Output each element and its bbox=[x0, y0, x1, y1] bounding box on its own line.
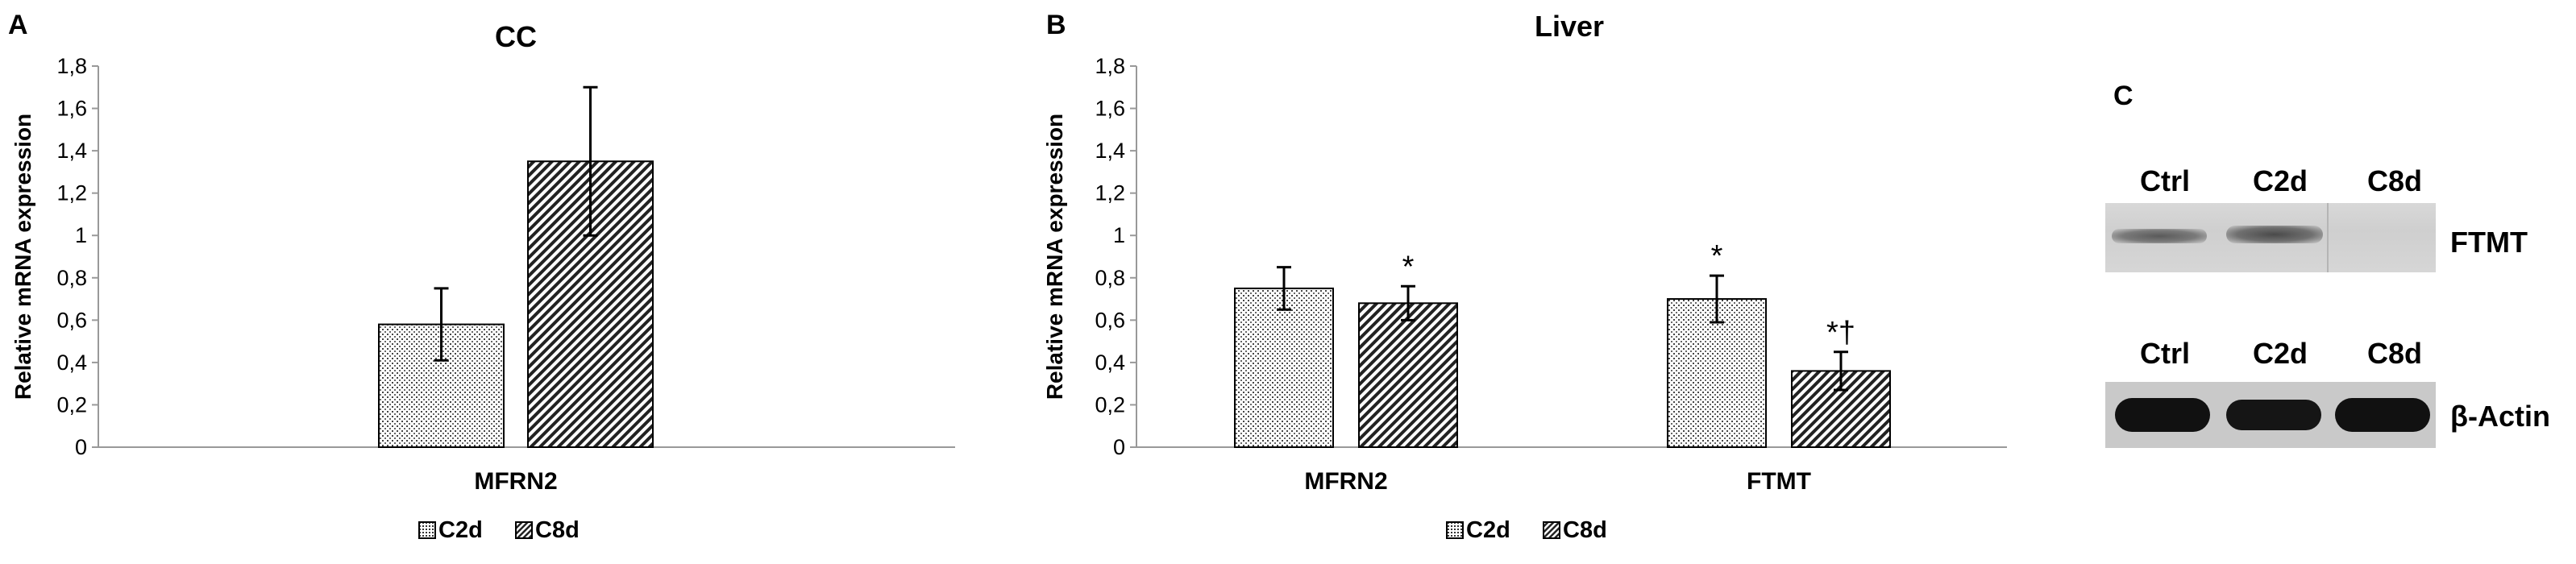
chart-title: Liver bbox=[1535, 10, 1604, 43]
actin-lane-c8d: C8d bbox=[2367, 337, 2423, 370]
y-tick-label: 1,6 bbox=[1095, 97, 1125, 121]
legend-swatch-c2d bbox=[418, 521, 436, 539]
significance-marker: *† bbox=[1826, 316, 1855, 350]
y-tick-label: 1,8 bbox=[56, 54, 87, 78]
y-tick-label: 1,4 bbox=[1095, 139, 1125, 163]
category-label: FTMT bbox=[1747, 468, 1811, 495]
y-tick-label: 1,2 bbox=[56, 181, 87, 205]
y-tick-label: 0,2 bbox=[1095, 392, 1125, 417]
legend-label-c8d: C8d bbox=[535, 517, 580, 543]
actin-lane-ctrl: Ctrl bbox=[2140, 337, 2190, 370]
y-tick-label: 0,8 bbox=[1095, 266, 1125, 290]
legend-label-c2d: C2d bbox=[438, 517, 483, 543]
y-axis-label: Relative mRNA expression bbox=[1042, 114, 1067, 400]
y-tick-label: 0,6 bbox=[56, 308, 87, 332]
y-tick-label: 0,2 bbox=[56, 392, 87, 417]
significance-marker: * bbox=[1711, 239, 1723, 273]
ftmt-blot-label: FTMT bbox=[2450, 226, 2528, 259]
y-tick-label: 0,8 bbox=[56, 266, 87, 290]
panel-letter-c: C bbox=[2113, 81, 2134, 111]
actin-lane-c2d: C2d bbox=[2253, 337, 2308, 370]
bar-c2d-mfrn2 bbox=[1234, 287, 1334, 448]
ftmt-lane-ctrl: Ctrl bbox=[2140, 164, 2190, 197]
bar-c2d-mfrn2 bbox=[378, 323, 505, 449]
y-tick-label: 1,8 bbox=[1095, 54, 1125, 78]
category-label: MFRN2 bbox=[1304, 468, 1387, 495]
chart-cc: CC 0 0,2 0,4 0,6 0,8 1 1,2 1,4 1,6 1,8 Relative mRN… bbox=[10, 20, 955, 543]
actin-blot-label: β-Actin bbox=[2450, 400, 2550, 433]
ftmt-lane-c2d: C2d bbox=[2253, 164, 2308, 197]
y-tick-label: 1,2 bbox=[1095, 181, 1125, 205]
significance-marker: * bbox=[1402, 250, 1415, 284]
category-label: MFRN2 bbox=[474, 468, 557, 495]
legend-swatch-c8d bbox=[515, 521, 533, 539]
y-axis-label: Relative mRNA expression bbox=[10, 114, 35, 400]
y-tick-label: 1,4 bbox=[56, 139, 87, 163]
chart-liver: Liver 0 0,2 0,4 0,6 0,8 1 1,2 1,4 1,6 1,8 Relative … bbox=[1042, 10, 2007, 543]
y-tick-label: 0,4 bbox=[1095, 350, 1125, 375]
y-tick-label: 1 bbox=[75, 223, 87, 247]
y-tick-label: 0,4 bbox=[56, 350, 87, 375]
ftmt-lane-c8d: C8d bbox=[2367, 164, 2423, 197]
legend-label-c2d: C2d bbox=[1466, 517, 1510, 543]
y-tick-label: 1,6 bbox=[56, 97, 87, 121]
ftmt-blot-image bbox=[2105, 203, 2436, 272]
y-tick-label: 1 bbox=[1113, 223, 1125, 247]
chart-title: CC bbox=[495, 20, 537, 53]
y-tick-label: 0 bbox=[1113, 435, 1125, 459]
panel-letter-a: A bbox=[8, 10, 28, 40]
legend-swatch-c8d bbox=[1543, 521, 1560, 539]
actin-blot-image bbox=[2105, 382, 2436, 448]
y-tick-label: 0 bbox=[75, 435, 87, 459]
panel-letter-b: B bbox=[1046, 10, 1066, 40]
bar-c8d-mfrn2 bbox=[1358, 302, 1458, 448]
y-tick-label: 0,6 bbox=[1095, 308, 1125, 332]
legend-swatch-c2d bbox=[1446, 521, 1464, 539]
legend-label-c8d: C8d bbox=[1563, 517, 1607, 543]
bar-c2d-ftmt bbox=[1667, 298, 1767, 448]
